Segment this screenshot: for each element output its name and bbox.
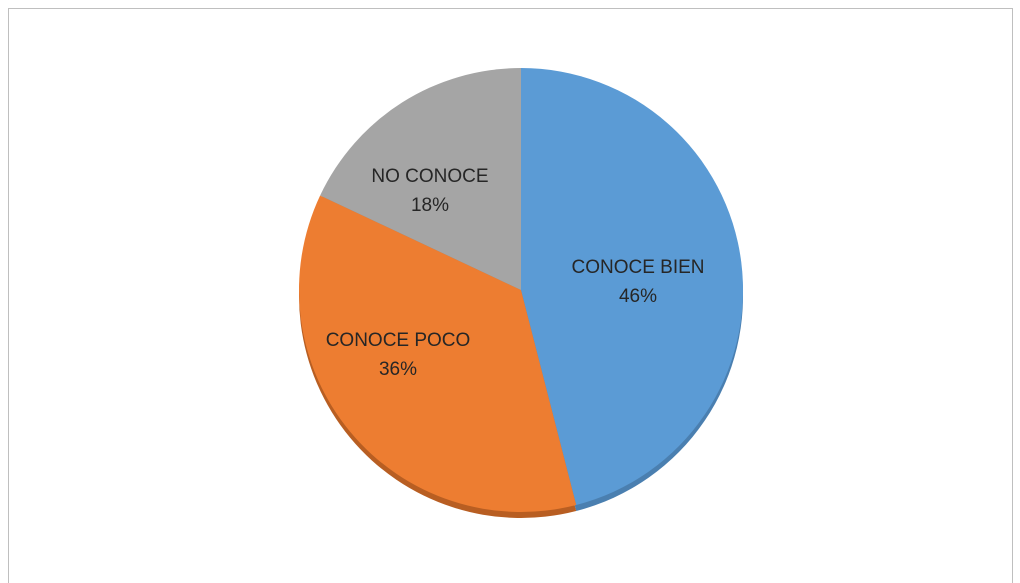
pie-slice-conoce-poco — [299, 195, 577, 513]
pie-slice-no-conoce — [320, 68, 521, 290]
pie-slice-conoce-bien — [521, 68, 744, 506]
slice-value-conoce-bien: 46% — [619, 286, 657, 307]
slice-label-conoce-poco: CONOCE POCO — [326, 330, 471, 351]
pie-labels: CONOCE BIEN 46% CONOCE POCO 36% NO CONOCE 18% — [326, 166, 705, 380]
slice-value-no-conoce: 18% — [411, 195, 449, 216]
slice-label-no-conoce: NO CONOCE — [371, 166, 488, 187]
slice-label-conoce-bien: CONOCE BIEN — [571, 257, 704, 278]
slice-value-conoce-poco: 36% — [379, 359, 417, 380]
pie-slices — [299, 68, 744, 513]
